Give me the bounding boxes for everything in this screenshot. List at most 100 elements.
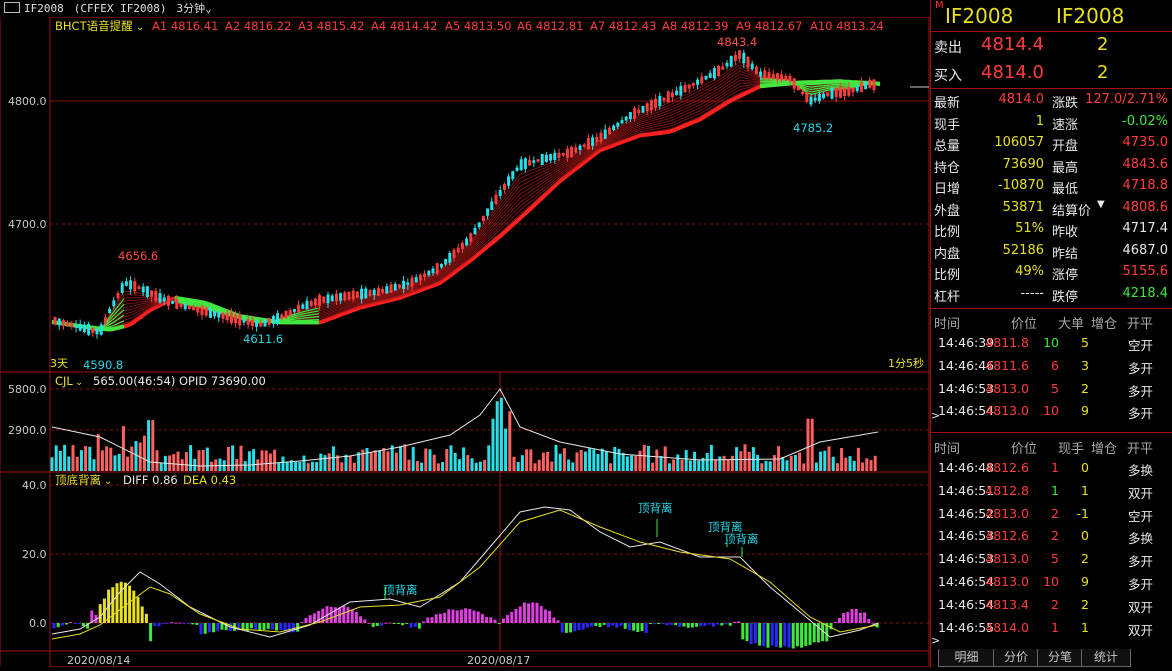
volume-bar — [357, 452, 361, 471]
volume-bar — [151, 420, 155, 471]
candle-body — [150, 290, 154, 297]
candle-body — [393, 283, 397, 291]
macd-indicator-name[interactable]: 顶底背离 — [55, 473, 101, 487]
volume-bar — [197, 450, 201, 471]
chevron-down-icon[interactable]: ▼ — [1097, 198, 1105, 210]
tab-stats[interactable]: 统计 — [1081, 649, 1131, 667]
macd-bar — [863, 612, 867, 623]
kline-chart[interactable]: BHCT语音提醒 ⌄ A1 4816.41 A2 4816.22 A3 4815.4… — [0, 16, 930, 668]
table-cell: 6 — [1051, 357, 1059, 373]
candle-body — [318, 295, 322, 306]
level-value: A3 4815.42 — [298, 19, 364, 33]
tab-tick[interactable]: 分笔 — [1037, 649, 1083, 667]
table-cell: 多开 — [1128, 577, 1154, 592]
candle-body — [796, 86, 800, 91]
buy-price[interactable]: 4814.0 — [981, 62, 1044, 83]
volume-bar — [642, 444, 646, 471]
candle-body — [402, 280, 406, 289]
macd-bar — [535, 602, 539, 623]
chevron-down-icon[interactable]: ⌄ — [75, 377, 83, 388]
volume-bar — [558, 453, 562, 471]
level-value: A9 4812.67 — [736, 19, 802, 33]
volume-bar — [814, 462, 818, 471]
candle-body — [700, 76, 704, 84]
volume-bar — [798, 452, 802, 471]
candle-body — [208, 307, 212, 318]
volume-bar — [54, 445, 58, 471]
candle-body — [347, 291, 351, 300]
period-selector[interactable]: 3分钟⌄ — [176, 2, 212, 15]
tab-detail[interactable]: 明细 — [938, 649, 995, 667]
volume-bar — [462, 447, 466, 471]
exchange-label: (CFFEX IF2008) — [73, 2, 167, 15]
volume-bar — [823, 450, 827, 471]
macd-bar — [661, 623, 665, 624]
volume-bar — [432, 454, 436, 471]
volume-bar — [567, 459, 571, 471]
quote-value: 4843.6 — [1122, 156, 1169, 172]
macd-bar — [182, 623, 186, 625]
chevron-down-icon[interactable]: ⌄ — [104, 476, 112, 487]
candle-body — [565, 148, 569, 158]
ma-ribbon-line — [51, 67, 881, 332]
quote-value: 4717.4 — [1122, 221, 1169, 236]
volume-bar — [550, 461, 554, 471]
volume-bar — [457, 459, 461, 471]
candle-body — [733, 54, 737, 61]
price-annotation: 4843.4 — [717, 35, 757, 49]
candle-body — [196, 306, 200, 313]
candle-body — [843, 87, 847, 96]
candle-body — [767, 72, 771, 79]
candle-body — [801, 91, 805, 95]
chart-area[interactable]: BHCT语音提醒 ⌄ A1 4816.41 A2 4816.22 A3 4815.4… — [0, 16, 930, 668]
volume-bar — [760, 463, 764, 471]
candle-body — [187, 305, 191, 310]
window-icon[interactable] — [4, 2, 20, 13]
table-cell: 4814.0 — [985, 619, 1029, 635]
macd-bar — [128, 585, 132, 623]
macd-bar — [497, 623, 501, 624]
vol-indicator-name[interactable]: CJL — [55, 374, 73, 388]
volume-bar — [793, 455, 797, 471]
quote-label: 持仓 — [934, 160, 961, 176]
macd-bar — [632, 623, 636, 631]
quote-label: 跌停 — [1052, 289, 1079, 305]
macd-bar — [585, 623, 589, 628]
candle-body — [456, 247, 460, 253]
macd-bar — [543, 609, 547, 623]
tab-price-dist[interactable]: 分价 — [993, 649, 1039, 667]
volume-bar — [852, 460, 856, 471]
macd-bar — [304, 617, 308, 623]
volume-bar — [546, 451, 550, 471]
candle-body — [868, 79, 872, 88]
sell-price[interactable]: 4814.4 — [981, 34, 1044, 55]
candle-body — [502, 184, 506, 191]
macd-bar — [262, 623, 266, 630]
indicator-name[interactable]: BHCT语音提醒 — [55, 19, 133, 33]
macd-bar — [56, 623, 60, 628]
table-cell: 3 — [1081, 357, 1089, 373]
sell-label: 卖出 — [934, 40, 962, 56]
volume-bar — [348, 455, 352, 471]
candle-body — [171, 301, 175, 304]
candle-body — [540, 153, 544, 166]
candle-body — [326, 294, 330, 304]
ma-ribbon-line — [51, 64, 881, 332]
macd-bar — [522, 602, 526, 623]
candle-body — [372, 289, 376, 296]
volume-bar — [848, 456, 852, 471]
macd-bar — [774, 623, 778, 647]
macd-bar — [552, 617, 556, 623]
chevron-down-icon[interactable]: ⌄ — [136, 22, 144, 33]
candle-body — [339, 293, 343, 301]
volume-bar — [226, 446, 230, 471]
candle-body — [309, 301, 313, 306]
quote-label: 昨收 — [1052, 225, 1079, 240]
macd-bar — [665, 623, 669, 626]
candle-body — [423, 273, 427, 278]
candle-body — [406, 282, 410, 285]
candle-body — [599, 132, 603, 142]
volume-bar — [117, 453, 121, 471]
candle-body — [133, 281, 137, 292]
quote-label: 最低 — [1052, 182, 1079, 197]
